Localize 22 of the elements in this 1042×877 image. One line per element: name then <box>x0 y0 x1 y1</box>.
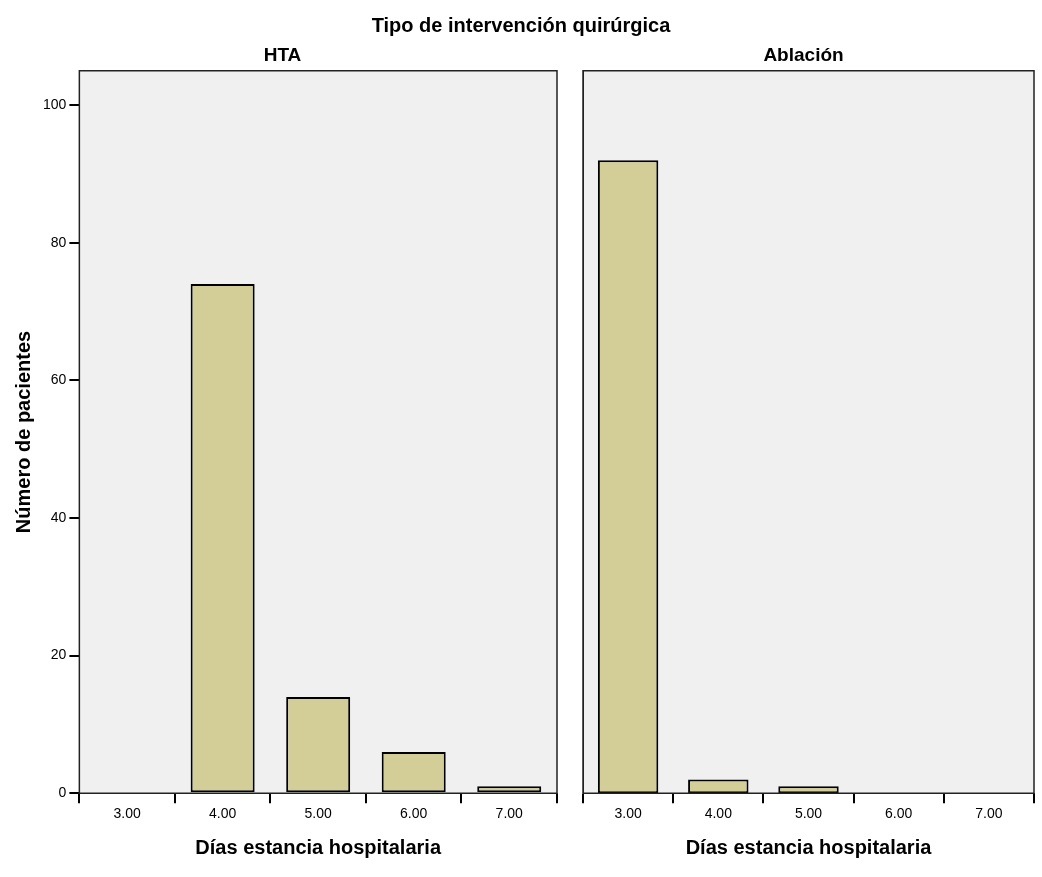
y-axis-title: Número de pacientes <box>11 330 34 534</box>
chart-title: Ablación <box>763 43 844 65</box>
y-tick-label: 100 <box>43 96 67 113</box>
x-tick-label: 4.00 <box>209 805 237 822</box>
x-tick-label: 5.00 <box>304 805 333 822</box>
x-tick-label: 7.00 <box>975 805 1003 822</box>
y-tick-label: 20 <box>50 646 67 663</box>
chart-title: HTA <box>263 43 302 65</box>
y-tick-label: 0 <box>58 784 67 801</box>
y-tick-label: 60 <box>50 371 67 388</box>
x-axis-title: Días estancia hospitalaria <box>685 835 933 858</box>
y-tick-label: 80 <box>50 233 67 250</box>
x-tick-label: 4.00 <box>704 805 733 822</box>
y-tick-label: 40 <box>50 508 67 525</box>
x-tick-label: 5.00 <box>794 805 823 822</box>
x-tick-label: 3.00 <box>614 805 642 822</box>
x-axis-title: Días estancia hospitalaria <box>195 835 442 858</box>
text: Tipo de intervención quirúrgica <box>370 14 672 37</box>
x-tick-label: 3.00 <box>113 805 141 822</box>
x-tick-label: 6.00 <box>885 805 913 822</box>
x-tick-label: 6.00 <box>400 805 428 822</box>
x-tick-label: 7.00 <box>495 805 524 822</box>
